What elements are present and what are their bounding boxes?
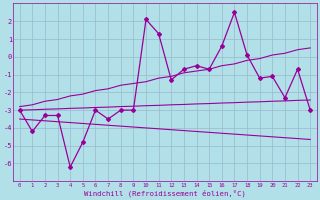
X-axis label: Windchill (Refroidissement éolien,°C): Windchill (Refroidissement éolien,°C) (84, 189, 246, 197)
